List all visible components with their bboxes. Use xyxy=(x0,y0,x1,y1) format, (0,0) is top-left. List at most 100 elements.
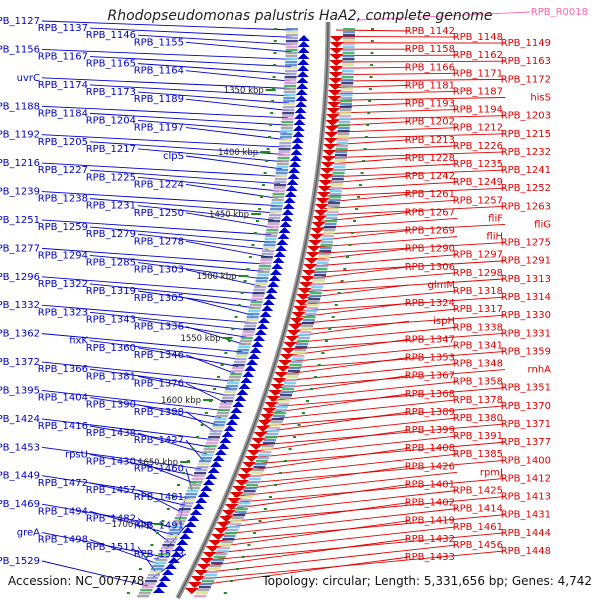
feature-block xyxy=(254,286,267,289)
ring-dot xyxy=(321,352,325,354)
ring-dot xyxy=(334,304,338,306)
feature-block xyxy=(269,424,282,427)
ring-dot xyxy=(369,76,373,78)
feature-block xyxy=(207,439,219,442)
reverse-cds-arrow xyxy=(219,437,232,443)
feature-block xyxy=(181,502,194,505)
feature-block xyxy=(158,553,171,556)
gene-label: RPB_1242 xyxy=(405,171,455,182)
feature-block xyxy=(285,55,298,58)
forward-cds-arrow xyxy=(253,432,268,438)
feature-block xyxy=(311,283,324,286)
reverse-cds-arrow xyxy=(276,239,289,245)
forward-cds-arrow xyxy=(187,582,202,588)
reverse-cds-arrow xyxy=(173,545,186,551)
forward-cds-arrow xyxy=(211,534,226,540)
gene-label: RPB_1341 xyxy=(453,340,503,351)
gene-label: RPB_1472 xyxy=(38,478,88,489)
feature-block xyxy=(285,64,298,67)
gene-label: RPB_1412 xyxy=(501,473,551,484)
feature-block xyxy=(245,319,258,322)
feature-block xyxy=(280,127,293,130)
forward-cds-arrow xyxy=(208,540,223,546)
gene-leader-line xyxy=(191,556,410,587)
forward-cds-arrow xyxy=(328,84,343,90)
feature-block xyxy=(243,328,256,331)
feature-block xyxy=(282,103,295,106)
gene-label: RPB_1370 xyxy=(501,401,551,412)
reverse-cds-arrow xyxy=(295,89,308,95)
feature-block xyxy=(184,496,196,499)
gene-leader-line xyxy=(233,471,458,497)
ring-dot xyxy=(343,268,347,270)
feature-block xyxy=(235,355,248,358)
feature-block xyxy=(137,595,150,598)
gene-label: RPB_1249 xyxy=(453,177,503,188)
scale-tick-label: 1400 kbp xyxy=(218,148,258,158)
ring-dot xyxy=(172,496,175,498)
gene-label: RPB_1414 xyxy=(453,504,503,515)
feature-block xyxy=(333,169,345,172)
ring-dot xyxy=(229,580,233,582)
feature-block xyxy=(282,388,295,391)
gene-leader-line xyxy=(185,354,236,375)
feature-block xyxy=(215,415,228,418)
ring-dot xyxy=(241,556,245,558)
forward-cds-arrow xyxy=(329,60,344,66)
gene-leader-line xyxy=(41,446,202,470)
gene-leader-line xyxy=(275,369,506,389)
reverse-cds-arrow xyxy=(261,305,274,311)
feature-block xyxy=(275,172,288,175)
forward-cds-arrow xyxy=(229,492,244,498)
ring-dot xyxy=(357,196,361,198)
feature-block xyxy=(334,157,347,160)
gene-label: RPB_1171 xyxy=(453,68,503,79)
forward-cds-arrow xyxy=(288,324,303,330)
feature-block xyxy=(299,331,312,334)
gene-label: RPB_1225 xyxy=(86,172,136,183)
gene-label: RPB_1235 xyxy=(453,159,503,170)
ring-dot xyxy=(272,76,276,78)
gene-label: RPB_1368 xyxy=(405,389,455,400)
gene-leader-line xyxy=(228,484,410,510)
gene-label: RPB_1469 xyxy=(0,499,40,510)
reverse-cds-arrow xyxy=(254,329,267,335)
feature-block xyxy=(242,331,255,334)
forward-cds-arrow xyxy=(297,288,312,294)
gene-leader-line xyxy=(137,461,196,485)
forward-cds-arrow xyxy=(193,570,208,576)
scale-tick-label: 1550 kbp xyxy=(180,334,220,344)
reverse-cds-arrow xyxy=(272,257,285,263)
reverse-cds-arrow xyxy=(253,335,266,341)
feature-block xyxy=(203,577,216,580)
feature-block xyxy=(212,559,225,562)
reverse-cds-arrow xyxy=(258,317,270,323)
feature-block xyxy=(198,586,211,589)
feature-block xyxy=(243,490,256,493)
gene-leader-line xyxy=(335,35,458,38)
feature-block xyxy=(279,397,291,400)
feature-block xyxy=(210,430,223,433)
feature-block xyxy=(342,67,354,70)
gene-leader-line xyxy=(304,272,458,287)
gene-leader-line xyxy=(89,283,257,302)
gene-leader-line xyxy=(333,97,506,101)
feature-block xyxy=(177,511,190,514)
feature-block xyxy=(217,409,230,412)
gene-label: rpmJ xyxy=(480,467,503,478)
reverse-cds-arrow xyxy=(267,281,280,287)
gene-label: RPB_1378 xyxy=(453,395,503,406)
gene-leader-line xyxy=(322,181,458,191)
gene-label: RPB_1278 xyxy=(134,236,184,247)
feature-block xyxy=(264,439,276,442)
feature-block xyxy=(170,526,183,529)
gene-leader-line xyxy=(254,423,506,446)
gene-label: RPB_1427 xyxy=(134,435,184,446)
ring-dot xyxy=(224,352,228,354)
feature-block xyxy=(149,571,162,574)
feature-block xyxy=(338,121,351,124)
feature-block xyxy=(252,292,265,295)
feature-block xyxy=(260,256,273,259)
reverse-cds-arrow xyxy=(246,359,258,365)
gene-leader-line xyxy=(41,418,213,441)
